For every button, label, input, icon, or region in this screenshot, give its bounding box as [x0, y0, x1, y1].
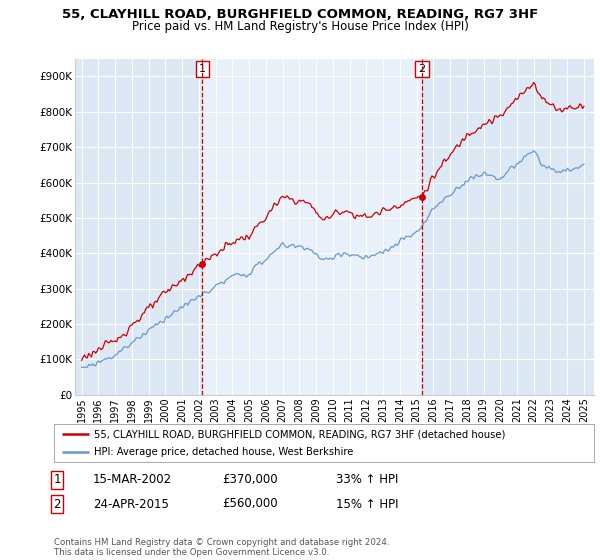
Text: 55, CLAYHILL ROAD, BURGHFIELD COMMON, READING, RG7 3HF: 55, CLAYHILL ROAD, BURGHFIELD COMMON, RE… [62, 8, 538, 21]
Text: HPI: Average price, detached house, West Berkshire: HPI: Average price, detached house, West… [95, 447, 354, 457]
Text: 1: 1 [199, 64, 206, 74]
Text: 33% ↑ HPI: 33% ↑ HPI [336, 473, 398, 487]
Text: 1: 1 [53, 473, 61, 487]
Text: 24-APR-2015: 24-APR-2015 [93, 497, 169, 511]
Text: 55, CLAYHILL ROAD, BURGHFIELD COMMON, READING, RG7 3HF (detached house): 55, CLAYHILL ROAD, BURGHFIELD COMMON, RE… [95, 429, 506, 439]
Text: £370,000: £370,000 [222, 473, 278, 487]
Text: Price paid vs. HM Land Registry's House Price Index (HPI): Price paid vs. HM Land Registry's House … [131, 20, 469, 32]
Text: 15% ↑ HPI: 15% ↑ HPI [336, 497, 398, 511]
Text: Contains HM Land Registry data © Crown copyright and database right 2024.
This d: Contains HM Land Registry data © Crown c… [54, 538, 389, 557]
Bar [202, 59, 422, 395]
Text: 15-MAR-2002: 15-MAR-2002 [93, 473, 172, 487]
Text: 2: 2 [53, 497, 61, 511]
Text: £560,000: £560,000 [222, 497, 278, 511]
Text: 2: 2 [418, 64, 425, 74]
